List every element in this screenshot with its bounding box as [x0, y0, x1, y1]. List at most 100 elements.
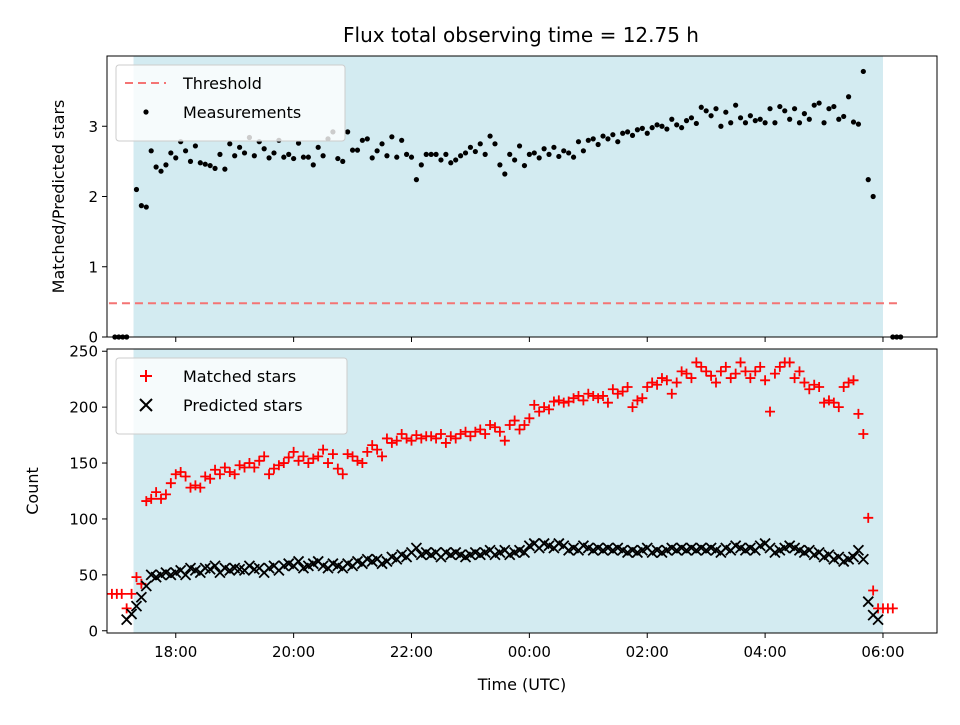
- data-point: [251, 153, 257, 159]
- data-point: [472, 148, 478, 155]
- data-point: [146, 493, 157, 504]
- bottom-y-axis: 0 50 100 150 200 250: [69, 343, 107, 640]
- y-tick-label: 0: [88, 622, 98, 640]
- data-point: [364, 136, 370, 142]
- legend-label: Predicted stars: [183, 396, 303, 415]
- data-point: [799, 377, 810, 388]
- data-point: [384, 153, 390, 159]
- data-point: [688, 115, 695, 121]
- data-point: [622, 382, 633, 393]
- data-point: [187, 158, 194, 164]
- data-point: [440, 437, 451, 448]
- data-point: [860, 68, 866, 75]
- data-point: [477, 141, 483, 147]
- data-point: [703, 108, 709, 114]
- x-tick-label: 18:00: [154, 643, 197, 661]
- data-point: [264, 469, 275, 480]
- data-point: [492, 141, 498, 147]
- data-point: [141, 496, 152, 507]
- data-point: [504, 420, 515, 431]
- data-point: [313, 451, 324, 462]
- data-point: [634, 127, 641, 133]
- data-point: [531, 150, 537, 156]
- top-x-axis: [175, 337, 884, 342]
- data-point: [403, 151, 410, 157]
- data-point: [570, 154, 577, 160]
- data-point: [755, 361, 766, 372]
- data-point: [315, 144, 321, 150]
- data-point: [627, 402, 638, 413]
- data-point: [865, 177, 871, 183]
- data-point: [796, 120, 803, 126]
- data-point: [497, 162, 503, 168]
- data-point: [320, 153, 326, 159]
- data-point: [777, 103, 783, 110]
- data-point: [823, 395, 834, 406]
- data-point: [116, 588, 127, 599]
- y-tick-label: 3: [88, 118, 98, 136]
- data-point: [232, 153, 238, 159]
- data-point: [566, 150, 572, 156]
- data-point: [394, 154, 400, 160]
- y-tick-label: 100: [69, 510, 98, 528]
- data-point: [347, 451, 358, 462]
- data-point: [138, 203, 144, 209]
- data-point: [541, 146, 547, 152]
- y-tick-label: 250: [69, 343, 98, 361]
- data-point: [450, 433, 461, 444]
- data-point: [460, 426, 471, 437]
- data-point: [558, 397, 569, 408]
- data-point: [683, 118, 690, 124]
- data-point: [539, 402, 550, 413]
- data-point: [126, 588, 137, 599]
- data-point: [615, 139, 621, 145]
- data-point: [595, 141, 601, 148]
- data-point: [644, 130, 650, 136]
- data-point: [718, 123, 724, 129]
- data-point: [332, 463, 343, 474]
- data-point: [489, 422, 500, 433]
- data-point: [556, 153, 562, 160]
- data-point: [168, 150, 174, 156]
- data-point: [207, 162, 213, 169]
- data-point: [303, 458, 314, 469]
- data-point: [362, 446, 373, 457]
- data-point: [470, 426, 481, 437]
- data-point: [529, 399, 540, 410]
- data-point: [340, 158, 346, 164]
- data-point: [664, 126, 670, 132]
- data-point: [747, 113, 753, 119]
- data-point: [681, 368, 692, 379]
- data-point: [578, 395, 589, 406]
- data-point: [445, 431, 456, 442]
- data-point: [590, 136, 596, 142]
- data-point: [259, 451, 270, 462]
- data-point: [180, 471, 191, 482]
- y-tick-label: 150: [69, 455, 98, 473]
- data-point: [728, 120, 734, 126]
- data-point: [273, 460, 284, 471]
- data-point: [669, 116, 675, 122]
- data-point: [389, 134, 395, 140]
- data-point: [691, 357, 702, 368]
- data-point: [204, 563, 216, 575]
- data-point: [708, 113, 714, 119]
- top-legend: Threshold Measurements: [115, 64, 346, 142]
- data-point: [887, 603, 898, 614]
- data-point: [200, 471, 211, 482]
- data-point: [518, 546, 531, 559]
- data-point: [133, 186, 140, 193]
- data-point: [561, 148, 567, 154]
- data-point: [192, 143, 199, 149]
- data-point: [379, 141, 385, 147]
- data-point: [243, 560, 256, 572]
- data-point: [271, 150, 277, 156]
- data-point: [575, 139, 582, 145]
- data-point: [794, 366, 805, 377]
- data-point: [723, 109, 729, 115]
- data-point: [774, 361, 785, 372]
- data-point: [377, 451, 388, 462]
- data-point: [413, 177, 420, 183]
- data-point: [190, 480, 201, 491]
- data-point: [713, 106, 719, 112]
